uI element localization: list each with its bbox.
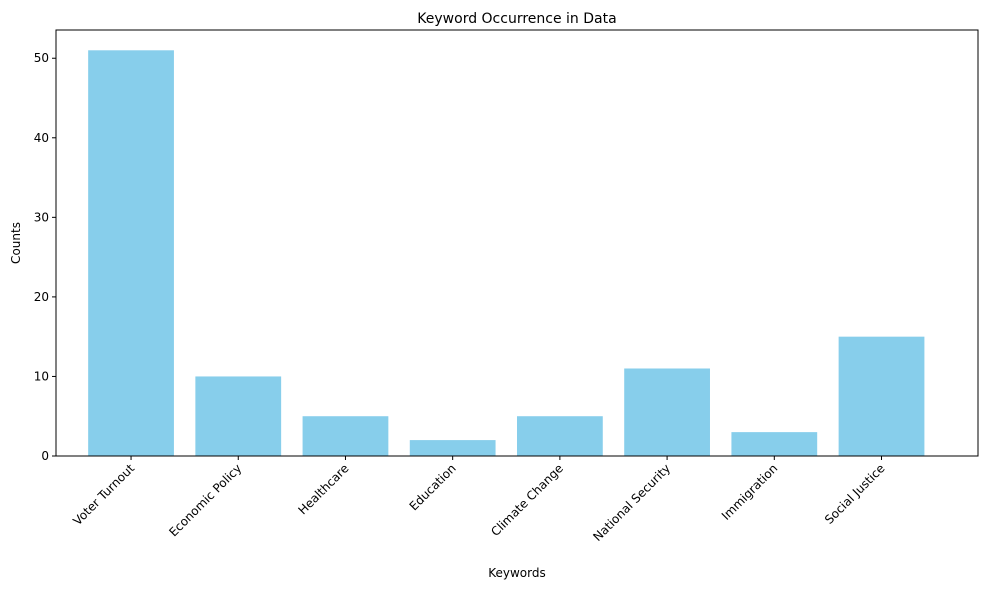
y-axis-ticks: 0 10 20 30 40 50 — [34, 51, 56, 463]
y-tick-label: 20 — [34, 290, 49, 304]
x-tick-label: Voter Turnout — [70, 461, 137, 528]
plot-frame — [55, 29, 979, 457]
chart-title: Keyword Occurrence in Data — [417, 11, 616, 27]
x-tick-label: Healthcare — [295, 461, 351, 517]
x-tick-label: National Security — [590, 461, 673, 544]
x-tick-label: Education — [407, 461, 459, 513]
x-tick-label: Immigration — [719, 461, 781, 523]
bar-economic-policy — [195, 376, 282, 456]
bar-social-justice — [838, 336, 925, 456]
bars-layer — [88, 50, 925, 456]
bar-voter-turnout — [88, 50, 174, 456]
x-axis-label: Keywords — [488, 566, 546, 580]
x-tick-label: Economic Policy — [166, 461, 244, 539]
y-axis-label: Counts — [9, 222, 23, 264]
bar-education — [409, 440, 496, 456]
y-tick-label: 10 — [34, 369, 49, 383]
bar-national-security — [624, 368, 710, 456]
x-tick-label: Social Justice — [822, 461, 888, 527]
bar-immigration — [731, 432, 818, 456]
y-tick-label: 50 — [34, 51, 49, 65]
bar-climate-change — [517, 416, 603, 456]
x-axis-ticks: Voter Turnout Economic Policy Healthcare Ed… — [70, 456, 888, 544]
y-tick-label: 40 — [34, 131, 49, 145]
y-tick-label: 30 — [34, 210, 49, 224]
y-tick-label: 0 — [41, 449, 49, 463]
bar-healthcare — [302, 416, 389, 456]
x-tick-label: Climate Change — [488, 461, 566, 539]
